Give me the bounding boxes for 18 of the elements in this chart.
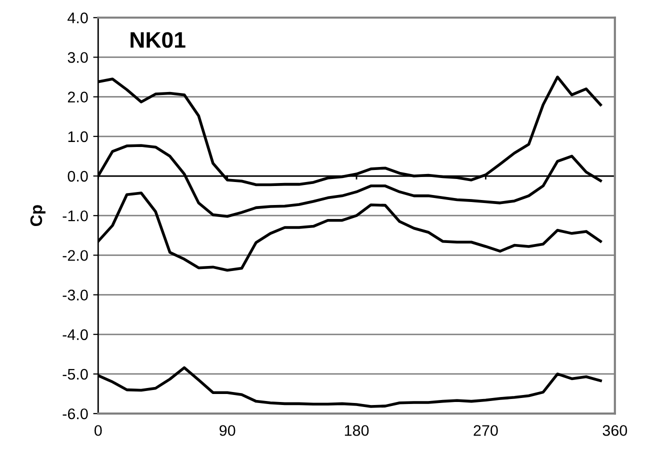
y-tick-label: 2.0 — [68, 92, 88, 103]
y-tick-label: -2.0 — [62, 250, 88, 261]
y-tick-label: -3.0 — [62, 290, 88, 300]
text: NK01 — [130, 32, 186, 48]
y-tick-label: 1.0 — [68, 131, 88, 142]
x-tick-label: 0 — [94, 425, 102, 436]
y-tick-label: -6.0 — [62, 408, 88, 420]
y-tick-label: 4.0 — [68, 12, 88, 24]
x-tick-label: 180 — [344, 425, 369, 436]
y-axis-title: Cp — [30, 205, 46, 226]
x-tick-label: 360 — [602, 425, 628, 436]
x-tick-label: 90 — [220, 425, 236, 436]
y-tick-label: -4.0 — [62, 329, 88, 340]
y-tick-label: 0.0 — [68, 170, 88, 182]
y-tick-label: -1.0 — [62, 210, 88, 222]
y-tick-label: 3.0 — [68, 52, 88, 63]
y-tick-label: -5.0 — [62, 368, 88, 380]
x-tick-label: 270 — [474, 425, 498, 436]
